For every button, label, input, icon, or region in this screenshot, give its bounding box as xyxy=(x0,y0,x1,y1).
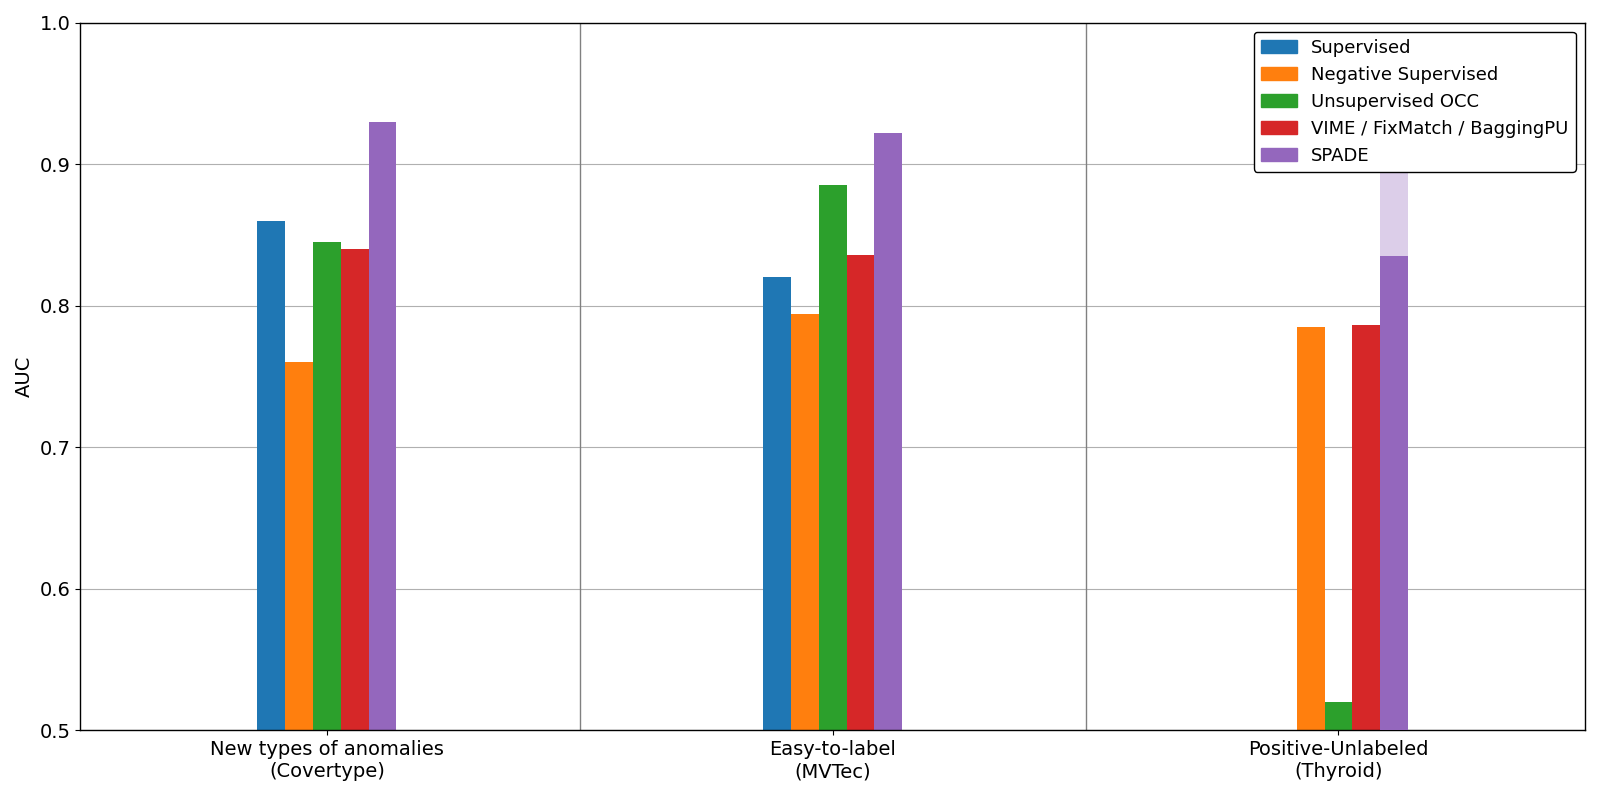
Bar xyxy=(368,122,397,730)
Bar xyxy=(790,314,819,730)
Legend: Supervised, Negative Supervised, Unsupervised OCC, VIME / FixMatch / BaggingPU, : Supervised, Negative Supervised, Unsuper… xyxy=(1253,32,1576,172)
Bar xyxy=(1352,326,1381,730)
Bar xyxy=(314,242,341,730)
Bar xyxy=(763,277,790,730)
Bar xyxy=(819,185,846,730)
Bar xyxy=(874,133,902,730)
Bar xyxy=(1296,327,1325,730)
Bar xyxy=(1381,122,1408,730)
Y-axis label: AUC: AUC xyxy=(14,356,34,397)
Bar xyxy=(341,249,368,730)
Bar xyxy=(285,362,314,730)
Bar xyxy=(1325,702,1352,730)
Bar xyxy=(846,255,874,730)
Bar xyxy=(1381,256,1408,730)
Bar xyxy=(258,220,285,730)
